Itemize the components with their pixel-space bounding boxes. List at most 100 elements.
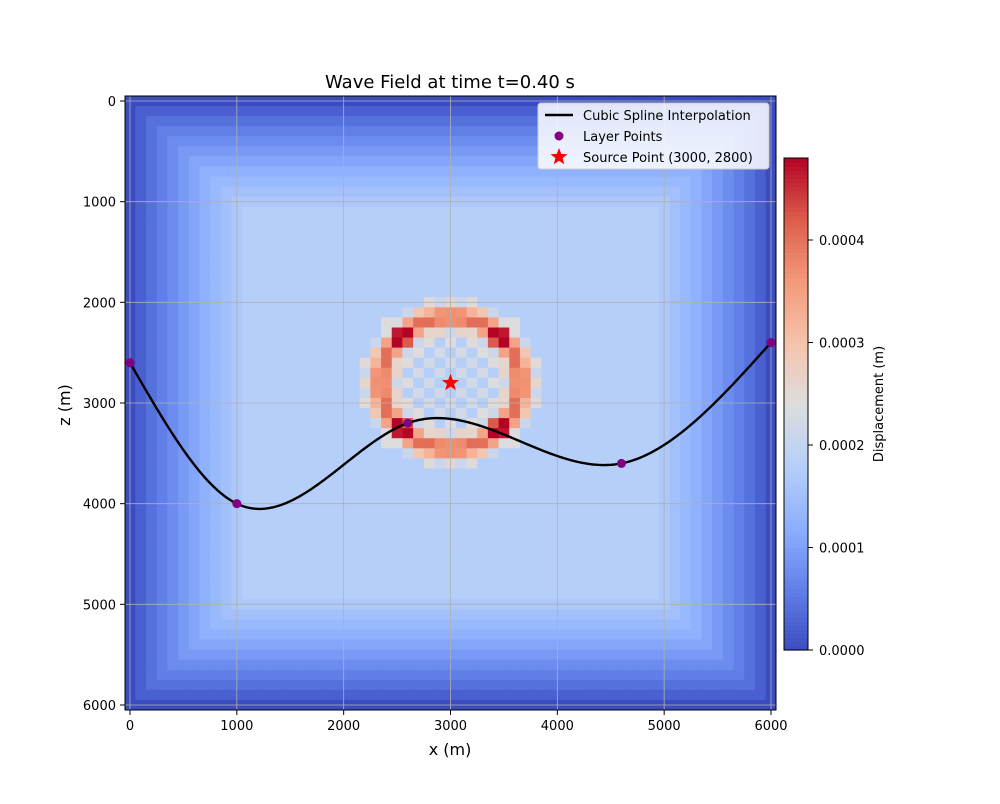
heatmap-cell: [669, 679, 681, 691]
heatmap-cell: [562, 246, 574, 258]
heatmap-cell: [125, 337, 136, 349]
heatmap-cell: [541, 377, 553, 389]
heatmap-cell: [295, 156, 307, 168]
heatmap-cell: [455, 337, 468, 349]
heatmap-cell: [135, 579, 147, 590]
heatmap-cell: [316, 126, 329, 137]
heatmap-cell: [402, 327, 414, 339]
heatmap-cell: [391, 106, 404, 117]
heatmap-cell: [519, 408, 532, 419]
heatmap-cell: [349, 106, 361, 117]
heatmap-cell: [413, 488, 425, 500]
heatmap-cell: [701, 408, 713, 419]
heatmap-cell: [413, 317, 425, 329]
heatmap-cell: [669, 166, 681, 178]
heatmap-cell: [530, 357, 542, 369]
heatmap-cell: [584, 639, 596, 651]
heatmap-cell: [167, 629, 179, 641]
heatmap-cell: [178, 589, 190, 600]
colorbar-swatch: [784, 395, 808, 401]
heatmap-cell: [252, 528, 265, 540]
heatmap-cell: [487, 156, 500, 168]
heatmap-cell: [274, 317, 286, 329]
heatmap-cell: [712, 216, 724, 228]
colorbar-swatch: [784, 514, 808, 520]
heatmap-cell: [605, 468, 617, 480]
heatmap-cell: [680, 387, 692, 399]
heatmap-cell: [573, 428, 585, 439]
heatmap-cell: [722, 337, 735, 349]
heatmap-cell: [274, 116, 286, 127]
heatmap-cell: [402, 226, 414, 238]
heatmap-cell: [637, 246, 649, 258]
heatmap-cell: [669, 428, 681, 439]
heatmap-cell: [455, 669, 468, 681]
heatmap-cell: [594, 277, 606, 288]
heatmap-cell: [701, 287, 713, 298]
heatmap-cell: [402, 307, 414, 319]
heatmap-cell: [509, 287, 521, 298]
heatmap-cell: [252, 428, 265, 439]
heatmap-cell: [744, 277, 756, 288]
heatmap-cell: [754, 438, 767, 449]
heatmap-cell: [263, 639, 275, 651]
heatmap-cell: [487, 236, 500, 248]
heatmap-cell: [242, 226, 254, 238]
heatmap-cell: [722, 327, 735, 339]
heatmap-cell: [722, 377, 735, 389]
heatmap-cell: [178, 468, 190, 480]
heatmap-cell: [188, 508, 201, 520]
heatmap-cell: [690, 679, 703, 691]
heatmap-cell: [509, 579, 521, 590]
heatmap-cell: [637, 367, 649, 379]
heatmap-cell: [167, 106, 179, 117]
heatmap-cell: [722, 649, 735, 661]
heatmap-cell: [701, 609, 713, 621]
heatmap-cell: [584, 377, 596, 389]
heatmap-cell: [146, 669, 158, 681]
heatmap-cell: [509, 689, 521, 701]
heatmap-cell: [498, 468, 510, 480]
heatmap-cell: [125, 478, 136, 490]
heatmap-cell: [413, 337, 425, 349]
heatmap-cell: [274, 458, 286, 470]
heatmap-cell: [391, 257, 404, 268]
heatmap-cell: [626, 418, 639, 429]
heatmap-cell: [274, 156, 286, 168]
heatmap-cell: [477, 357, 489, 369]
heatmap-cell: [327, 267, 339, 278]
heatmap-cell: [188, 337, 201, 349]
heatmap-cell: [125, 569, 136, 580]
heatmap-cell: [669, 377, 681, 389]
heatmap-cell: [509, 257, 521, 268]
heatmap-cell: [733, 619, 745, 631]
heatmap-cell: [349, 689, 361, 701]
heatmap-cell: [327, 428, 339, 439]
heatmap-cell: [466, 226, 478, 238]
heatmap-cell: [616, 488, 628, 500]
heatmap-cell: [327, 357, 339, 369]
heatmap-cell: [530, 136, 542, 147]
heatmap-cell: [402, 569, 414, 580]
heatmap-cell: [167, 488, 179, 500]
heatmap-cell: [690, 649, 703, 661]
heatmap-cell: [135, 689, 147, 701]
heatmap-cell: [391, 246, 404, 258]
heatmap-cell: [210, 337, 222, 349]
heatmap-cell: [242, 679, 254, 691]
heatmap-cell: [295, 569, 307, 580]
heatmap-cell: [402, 367, 414, 379]
heatmap-cell: [594, 176, 606, 188]
heatmap-cell: [306, 629, 318, 641]
heatmap-cell: [402, 377, 414, 389]
heatmap-cell: [594, 418, 606, 429]
heatmap-cell: [125, 428, 136, 439]
heatmap-cell: [210, 669, 222, 681]
heatmap-cell: [370, 166, 382, 178]
heatmap-cell: [626, 277, 639, 288]
heatmap-cell: [541, 629, 553, 641]
heatmap-cell: [210, 277, 222, 288]
heatmap-cell: [125, 609, 136, 621]
legend-label: Layer Points: [583, 130, 663, 145]
heatmap-cell: [648, 569, 660, 580]
